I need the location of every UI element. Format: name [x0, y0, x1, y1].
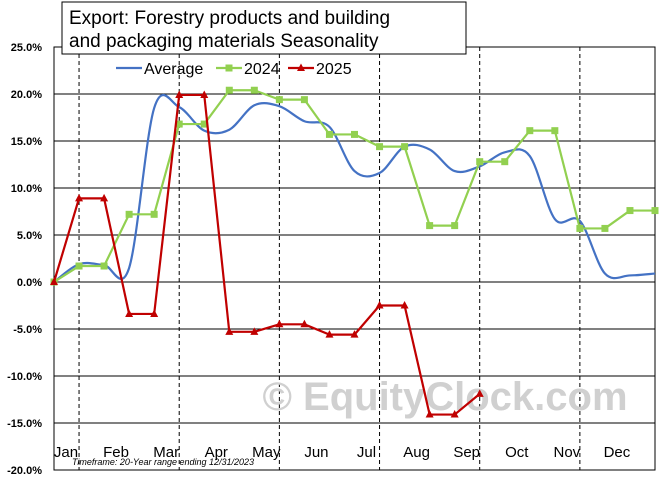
data-point-2024	[125, 210, 133, 218]
chart-title-line2: and packaging materials Seasonality	[69, 31, 379, 52]
data-point-2024	[576, 224, 584, 232]
legend: Average 2024 2025	[116, 61, 352, 78]
data-point-2024	[200, 120, 208, 128]
data-point-2024	[351, 130, 358, 138]
legend-marker-2025	[297, 63, 305, 71]
data-point-2024	[626, 207, 634, 215]
data-point-2025	[75, 193, 84, 202]
x-tick-label: Nov	[553, 444, 580, 461]
data-point-2024	[401, 143, 409, 151]
x-tick-label: Jun	[304, 444, 328, 461]
data-point-2025	[425, 410, 434, 418]
data-point-2024	[250, 86, 258, 94]
y-tick-label: 0.0%	[17, 277, 42, 289]
data-point-2024	[175, 120, 183, 128]
series-layer	[50, 86, 659, 418]
data-point-2025	[450, 410, 459, 418]
data-point-2025	[375, 301, 384, 309]
series-line-average	[53, 93, 656, 283]
series-2025	[50, 90, 484, 418]
legend-label-average: Average	[144, 61, 203, 78]
data-point-2024	[651, 207, 659, 215]
title-box: Export: Forestry products and building a…	[61, 1, 467, 55]
data-point-2025	[300, 319, 309, 328]
series-line-2025	[52, 93, 481, 416]
axis-layer: 25.0% 20.0% 15.0% 10.0% 5.0% 0.0% -5.0% -10.0% -…	[7, 42, 631, 477]
data-point-2025	[50, 277, 58, 285]
x-tick-label: May	[252, 444, 281, 461]
data-point-2024	[275, 96, 283, 104]
data-point-2025	[150, 309, 159, 317]
y-tick-label: -20.0%	[7, 465, 42, 477]
data-point-2025	[275, 319, 284, 328]
y-tick-label: 5.0%	[17, 230, 42, 242]
y-tick-label: -15.0%	[7, 418, 42, 430]
grid-layer	[53, 46, 656, 471]
watermark-text: © EquityClock.com	[262, 375, 627, 419]
data-point-2024	[300, 96, 308, 104]
data-point-2025	[175, 90, 184, 98]
data-point-2025	[400, 301, 409, 309]
data-point-2024	[526, 127, 534, 135]
x-tick-label: Sep	[453, 444, 480, 461]
data-point-2025	[475, 389, 484, 397]
y-tick-label: 25.0%	[11, 42, 42, 54]
y-tick-label: -10.0%	[7, 371, 42, 383]
x-tick-label: Feb	[103, 444, 129, 461]
data-point-2024	[451, 222, 459, 230]
data-point-2024	[325, 130, 333, 138]
data-point-2025	[100, 193, 109, 202]
legend-label-2024: 2024	[244, 61, 280, 78]
data-point-2024	[426, 222, 434, 230]
timeframe-footnote: Timeframe: 20-Year range ending 12/31/20…	[72, 457, 254, 467]
x-tick-label: Jan	[54, 444, 78, 461]
title-box-border	[61, 1, 467, 55]
data-point-2025	[325, 330, 334, 338]
series-2024	[50, 86, 659, 286]
chart-title-line1: Export: Forestry products and building	[69, 8, 390, 29]
legend-label-2025: 2025	[316, 61, 352, 78]
data-point-2025	[225, 327, 234, 335]
legend-marker-2024	[225, 64, 233, 72]
data-point-2025	[125, 309, 134, 317]
data-point-2025	[350, 330, 359, 338]
x-tick-label: Dec	[604, 444, 631, 461]
y-tick-label: 20.0%	[11, 89, 42, 101]
x-tick-label: Apr	[205, 444, 228, 461]
y-tick-label: -5.0%	[13, 324, 42, 336]
series-average	[53, 93, 656, 283]
data-point-2024	[100, 262, 108, 270]
data-point-2024	[225, 86, 233, 94]
y-tick-label: 15.0%	[11, 136, 42, 148]
x-tick-label: Oct	[505, 444, 529, 461]
data-point-2025	[200, 90, 209, 98]
data-point-2025	[250, 327, 259, 335]
data-point-2024	[601, 224, 609, 232]
watermark-layer: © EquityClock.com	[262, 375, 627, 419]
x-tick-label: Jul	[357, 444, 376, 461]
data-point-2024	[75, 262, 83, 270]
data-point-2024	[501, 158, 509, 166]
data-point-2024	[476, 158, 484, 166]
x-tick-label: Mar	[153, 444, 179, 461]
y-tick-label: 10.0%	[11, 183, 42, 195]
data-point-2024	[150, 210, 158, 218]
data-point-2024	[376, 143, 384, 151]
x-tick-label: Aug	[403, 444, 430, 461]
data-point-2024	[551, 127, 559, 135]
